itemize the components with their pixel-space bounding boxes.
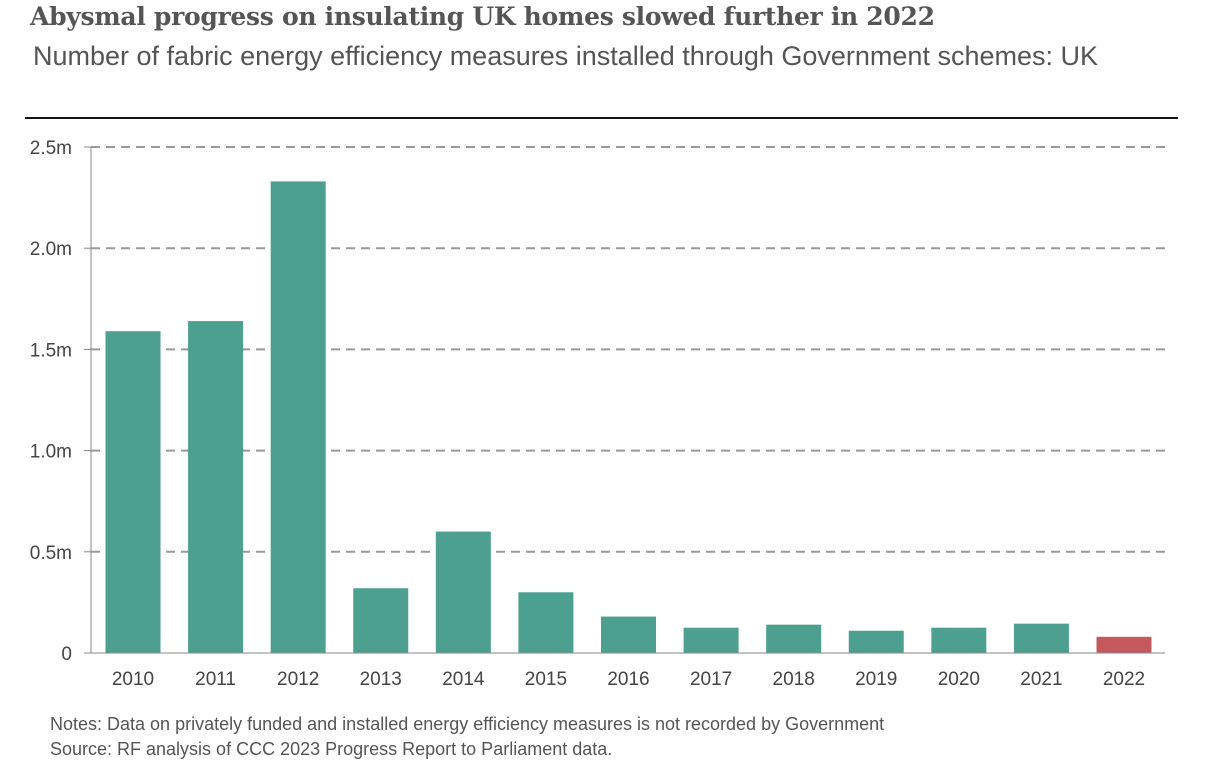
chart-subtitle: Number of fabric energy efficiency measu… bbox=[33, 41, 1098, 71]
x-tick-label: 2020 bbox=[938, 669, 980, 690]
chart-title: Abysmal progress on insulating UK homes … bbox=[30, 2, 935, 31]
x-axis-ticks: 2010 2011 2012 2013 2014 2015 2016 2017 2018 2019… bbox=[112, 669, 1145, 690]
y-tick-label: 2.5m bbox=[30, 138, 72, 159]
y-tick-label: 0 bbox=[61, 644, 72, 665]
bar-2010 bbox=[105, 331, 161, 653]
bar-2011 bbox=[188, 321, 244, 653]
bar-2017 bbox=[683, 627, 739, 653]
x-tick-label: 2015 bbox=[525, 669, 567, 690]
notes-text: Notes: Data on privately funded and inst… bbox=[50, 714, 885, 734]
x-tick-label: 2010 bbox=[112, 669, 154, 690]
x-tick-label: 2013 bbox=[360, 669, 402, 690]
x-tick-label: 2012 bbox=[277, 669, 319, 690]
bar-2013 bbox=[353, 588, 409, 653]
x-tick-label: 2016 bbox=[607, 669, 649, 690]
x-tick-label: 2018 bbox=[773, 669, 815, 690]
bar-2019 bbox=[848, 630, 904, 653]
bar-2012 bbox=[270, 181, 326, 653]
title-divider bbox=[25, 117, 1178, 119]
gridlines bbox=[91, 146, 1165, 553]
y-tick-label: 1.0m bbox=[30, 442, 72, 463]
footnotes: Notes: Data on privately funded and inst… bbox=[50, 712, 884, 762]
y-axis-ticks: 0 0.5m 1.0m 1.5m 2.0m 2.5m bbox=[30, 138, 91, 665]
bar-2018 bbox=[766, 624, 822, 653]
bar-2020 bbox=[931, 627, 987, 653]
x-tick-label: 2014 bbox=[442, 669, 485, 690]
x-tick-label: 2019 bbox=[855, 669, 897, 690]
x-tick-label: 2017 bbox=[690, 669, 732, 690]
x-tick-label: 2022 bbox=[1103, 669, 1145, 690]
y-tick-label: 0.5m bbox=[30, 543, 72, 564]
bar-2022 bbox=[1096, 636, 1152, 653]
bar-2021 bbox=[1013, 623, 1069, 653]
source-text: Source: RF analysis of CCC 2023 Progress… bbox=[50, 739, 613, 759]
x-tick-label: 2011 bbox=[195, 669, 236, 690]
bar-2016 bbox=[601, 616, 656, 653]
y-tick-label: 2.0m bbox=[30, 239, 72, 260]
bar-2014 bbox=[435, 531, 491, 653]
x-tick-label: 2021 bbox=[1020, 669, 1062, 690]
y-tick-label: 1.5m bbox=[30, 340, 72, 361]
bars bbox=[105, 181, 1152, 653]
bar-2015 bbox=[518, 592, 574, 653]
